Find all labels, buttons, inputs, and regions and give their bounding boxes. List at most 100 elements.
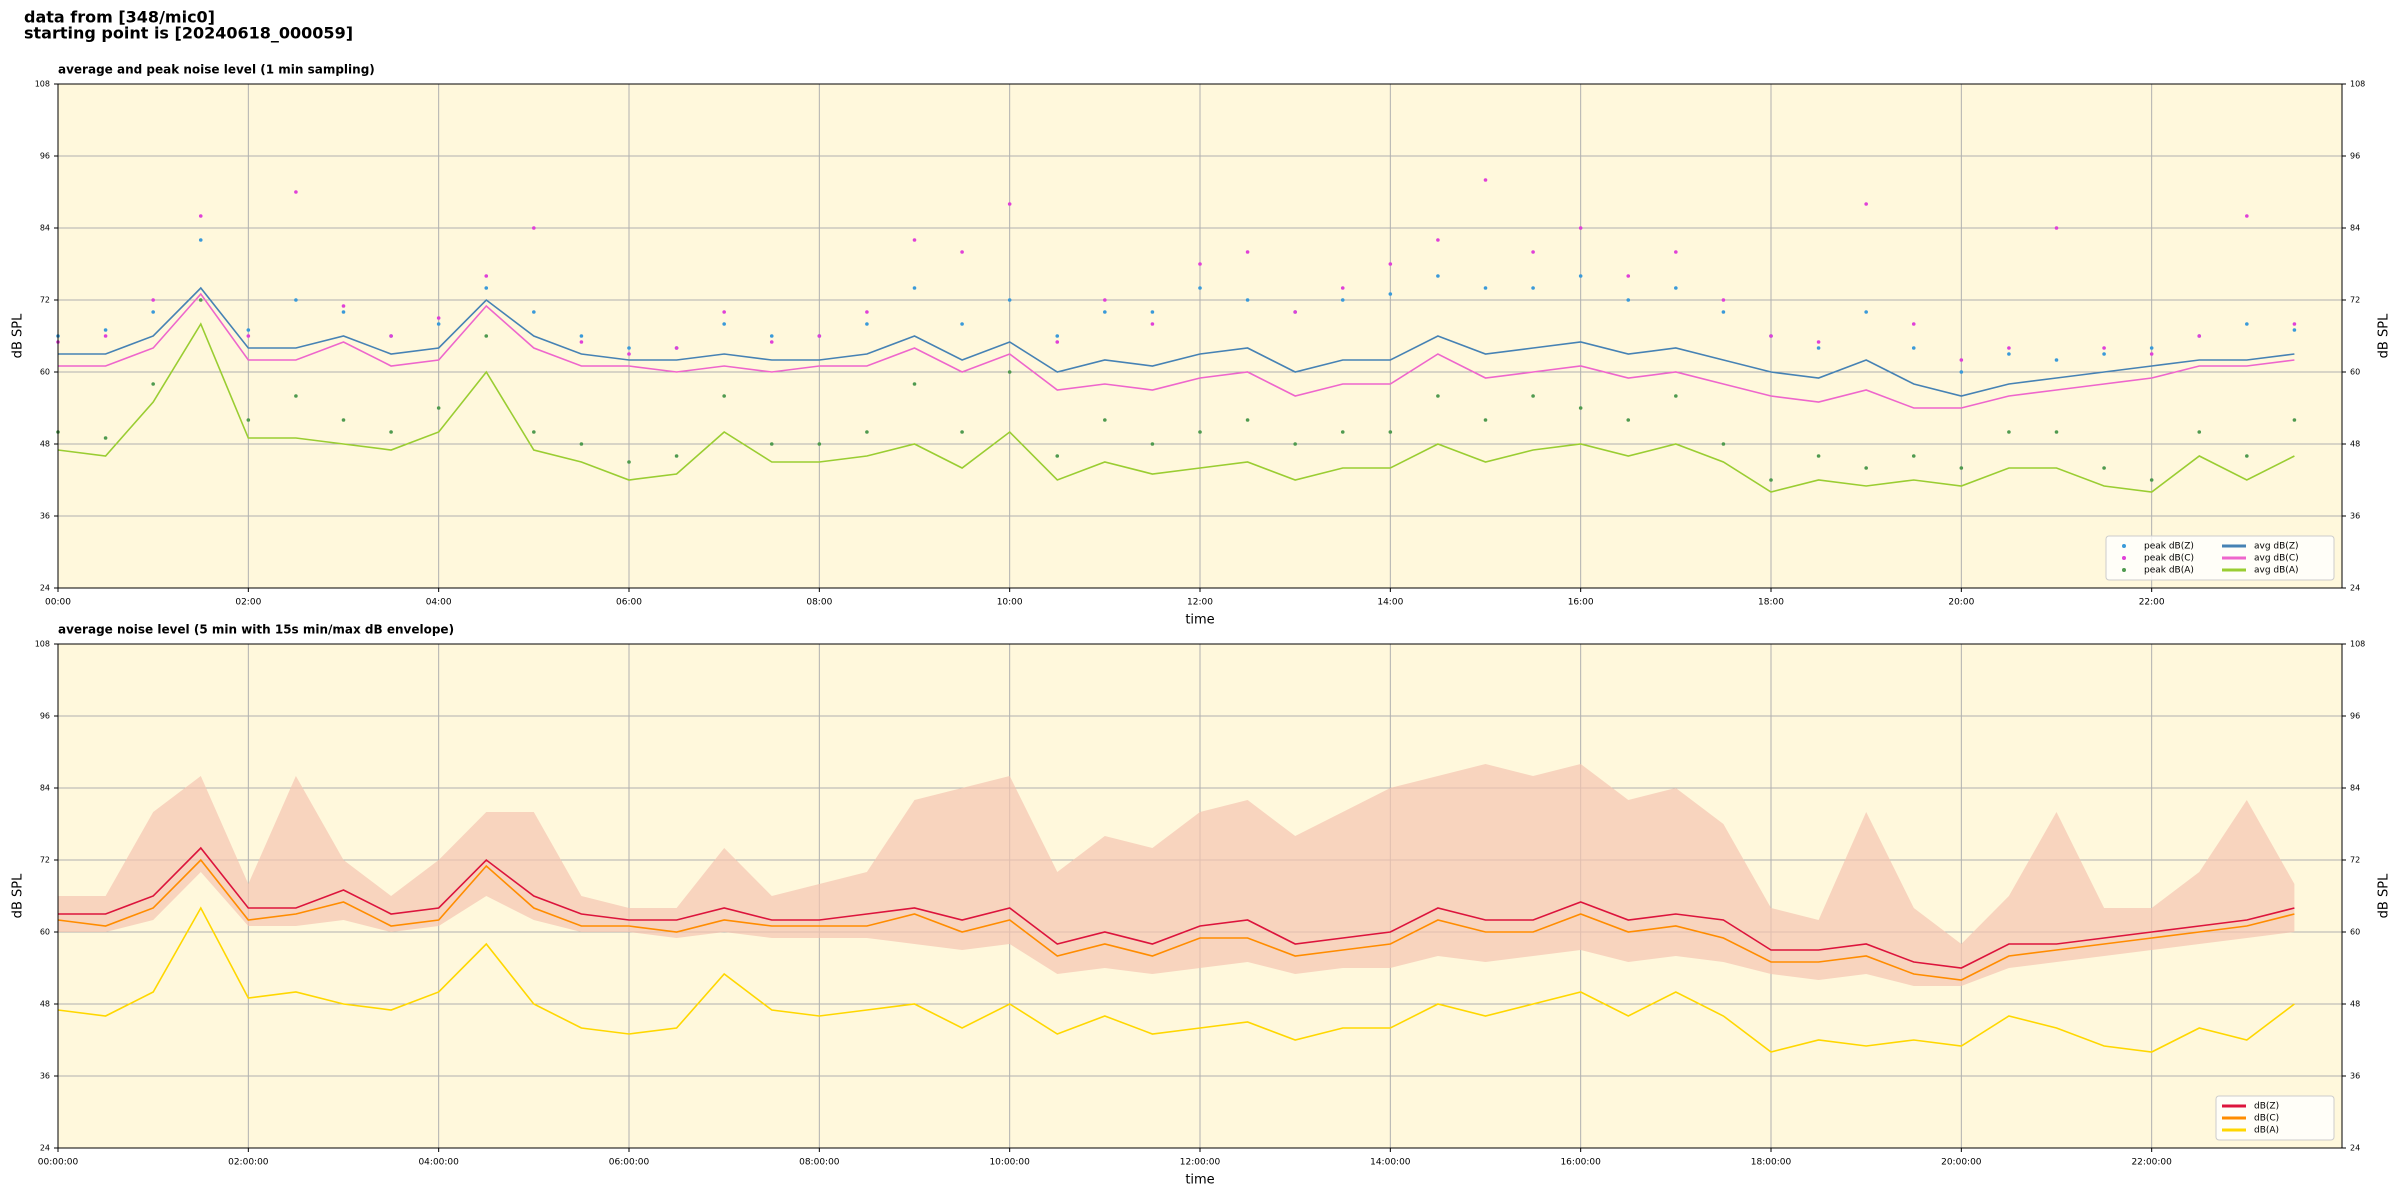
- peak-point: [627, 460, 631, 464]
- series-line: [58, 846, 2295, 969]
- plot-frame: [57, 83, 2343, 589]
- peak-point: [2149, 478, 2154, 482]
- peak-point: [246, 334, 251, 338]
- peak-point: [1626, 298, 1631, 302]
- legend-marker: [2122, 568, 2126, 572]
- peak-point: [1388, 430, 1393, 434]
- peak-point: [1531, 250, 1535, 254]
- peak-point: [1959, 370, 1964, 374]
- legend-label: dB(Z): [2254, 1102, 2279, 1112]
- peak-point: [960, 250, 964, 254]
- peak-point: [1769, 334, 1773, 338]
- y2-tick-label: 84: [2350, 784, 2360, 793]
- x-tick-label: 06:00:00: [609, 1158, 650, 1168]
- peak-point: [436, 406, 441, 410]
- peak-point: [2245, 322, 2249, 326]
- peak-point: [1340, 430, 1345, 434]
- peak-point: [2054, 358, 2059, 362]
- peak-point: [103, 334, 108, 338]
- peak-point: [2102, 466, 2106, 470]
- x-tick-label: 04:00:00: [418, 1158, 459, 1168]
- peak-point: [246, 418, 251, 422]
- peak-point: [294, 190, 298, 194]
- y-tick-label: 84: [40, 784, 50, 793]
- peak-point: [246, 328, 251, 332]
- peak-point: [2102, 346, 2106, 350]
- y-tick-label: 72: [40, 856, 50, 865]
- y2-tick-label: 36: [2350, 1072, 2360, 1081]
- peak-point: [1483, 178, 1488, 182]
- peak-point: [1674, 250, 1678, 254]
- y-tick-label: 96: [40, 152, 50, 161]
- peak-point: [722, 310, 726, 314]
- peak-point: [1578, 226, 1583, 230]
- peak-point: [151, 298, 155, 302]
- peak-point: [1816, 340, 1821, 344]
- peak-point: [198, 298, 203, 302]
- peak-point: [1150, 322, 1155, 326]
- legend-label: peak dB(C): [2144, 554, 2194, 564]
- peak-point: [769, 334, 774, 338]
- peak-point: [1911, 454, 1916, 458]
- peak-point: [1388, 262, 1393, 266]
- peak-point: [2054, 226, 2059, 230]
- peak-point: [579, 334, 584, 338]
- x-tick-label: 16:00: [1568, 598, 1594, 608]
- x-tick-label: 14:00:00: [1370, 1158, 1411, 1168]
- series-line: [57, 906, 2295, 1053]
- peak-point: [1293, 310, 1297, 314]
- peak-point: [1864, 466, 1868, 470]
- peak-point: [1626, 274, 1631, 278]
- peak-point: [1103, 298, 1107, 302]
- y-tick-label: 96: [40, 712, 50, 721]
- peak-point: [817, 334, 822, 338]
- peak-point: [198, 214, 203, 218]
- peak-point: [1055, 454, 1060, 458]
- legend-label: avg dB(A): [2254, 566, 2298, 576]
- peak-point: [1531, 394, 1535, 398]
- x-tick-label: 10:00: [997, 598, 1023, 608]
- x-tick-label: 08:00:00: [799, 1158, 840, 1168]
- peak-point: [389, 430, 393, 434]
- peak-point: [2054, 430, 2059, 434]
- peak-point: [579, 340, 584, 344]
- peak-point: [389, 334, 393, 338]
- peak-point: [1245, 250, 1250, 254]
- peak-point: [1911, 322, 1916, 326]
- y2-tick-label: 72: [2350, 856, 2360, 865]
- peak-point: [1911, 346, 1916, 350]
- peak-point: [1150, 442, 1155, 446]
- peak-point: [1578, 274, 1583, 278]
- legend-box: [2105, 535, 2335, 581]
- x-tick-label: 06:00: [616, 598, 642, 608]
- peak-point: [769, 340, 774, 344]
- peak-point: [2292, 418, 2297, 422]
- peak-point: [1245, 418, 1250, 422]
- y2-tick-label: 48: [2350, 1000, 2360, 1009]
- x-tick-label: 22:00: [2139, 598, 2165, 608]
- y-axis-label: dB SPL: [11, 313, 26, 358]
- peak-point: [722, 394, 726, 398]
- x-tick-label: 12:00: [1187, 598, 1213, 608]
- peak-point: [722, 322, 726, 326]
- y2-tick-label: 96: [2350, 712, 2360, 721]
- peak-point: [1674, 286, 1678, 290]
- legend-label: dB(C): [2254, 1114, 2279, 1124]
- peak-point: [769, 442, 774, 446]
- x-tick-label: 00:00: [45, 598, 71, 608]
- peak-point: [532, 310, 536, 314]
- y-tick-label: 48: [40, 1000, 50, 1009]
- y-tick-label: 48: [40, 440, 50, 449]
- peak-point: [1959, 466, 1964, 470]
- x-axis-label: time: [1185, 1173, 1214, 1188]
- peak-point: [1388, 292, 1393, 296]
- peak-point: [627, 352, 631, 356]
- peak-point: [151, 382, 155, 386]
- y-tick-label: 60: [40, 368, 50, 377]
- x-tick-label: 16:00:00: [1560, 1158, 1601, 1168]
- peak-point: [912, 382, 917, 386]
- peak-point: [865, 322, 869, 326]
- peak-point: [960, 322, 964, 326]
- series-line: [57, 858, 2295, 981]
- peak-point: [1055, 334, 1060, 338]
